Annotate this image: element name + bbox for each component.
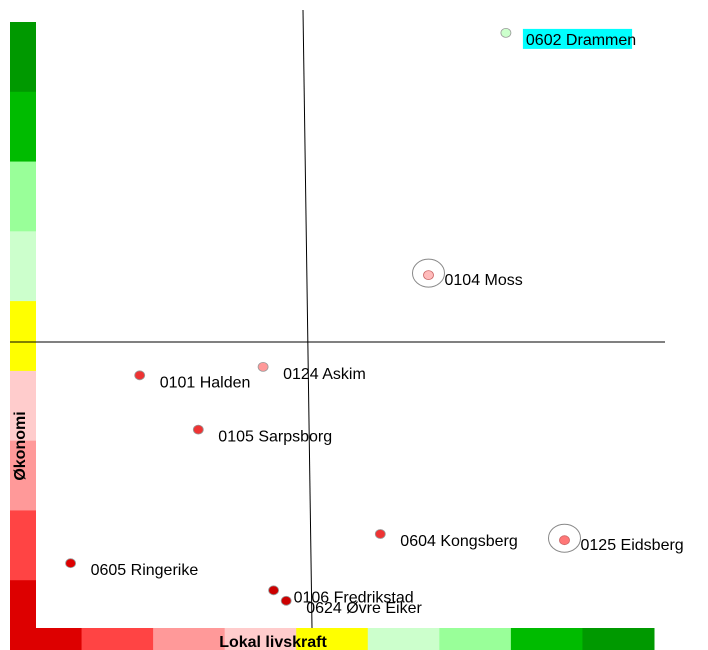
data-point: 0125 Eidsberg — [548, 523, 684, 554]
data-point: 0624 Øvre Eiker — [280, 595, 422, 617]
data-point: 0105 Sarpsborg — [192, 424, 332, 446]
x-scale-segment — [510, 628, 583, 650]
data-point: 0106 Fredrikstad — [268, 585, 414, 606]
point-label: 0101 Halden — [160, 374, 251, 391]
y-scale-segment — [10, 370, 36, 442]
x-axis-title: Lokal livskraft — [219, 634, 327, 650]
x-scale-segment — [439, 628, 512, 650]
x-scale-segment — [10, 628, 83, 650]
y-scale-segment — [10, 440, 36, 511]
point-marker — [192, 424, 204, 435]
point-ring — [548, 523, 581, 553]
vertical-axis-line — [302, 9, 313, 629]
point-label: 0104 Moss — [445, 272, 523, 289]
y-scale-segment — [10, 91, 36, 163]
y-scale-segment — [10, 231, 36, 302]
point-label: 0124 Askim — [283, 366, 366, 383]
y-axis-title: Økonomi — [12, 411, 29, 480]
point-marker — [559, 535, 570, 546]
point-marker — [65, 558, 76, 569]
x-scale-segment — [296, 628, 369, 650]
x-scale-segment — [81, 628, 154, 650]
data-point: 0124 Askim — [257, 361, 366, 383]
point-marker — [134, 370, 146, 381]
x-axis-color-scale — [10, 628, 655, 650]
y-scale-segment — [10, 301, 36, 372]
data-point: 0602 Drammen — [500, 28, 636, 49]
point-marker — [374, 529, 386, 539]
data-point: 0104 Moss — [412, 258, 523, 289]
point-label: 0605 Ringerike — [91, 562, 199, 579]
y-scale-segment — [10, 161, 36, 232]
y-scale-segment — [10, 510, 36, 581]
point-marker — [280, 595, 292, 606]
data-point: 0101 Halden — [134, 370, 251, 391]
point-label: 0604 Kongsberg — [400, 533, 517, 550]
point-marker — [500, 28, 512, 38]
point-marker — [257, 361, 269, 372]
point-label: 0624 Øvre Eiker — [306, 600, 422, 617]
data-point: 0605 Ringerike — [65, 558, 199, 579]
data-points: 0602 Drammen 0104 Moss 0124 Askim 0101 Hald… — [65, 28, 684, 617]
point-label: 0125 Eidsberg — [581, 537, 684, 554]
y-axis-color-scale — [10, 22, 36, 650]
y-scale-segment — [10, 22, 36, 93]
x-scale-segment — [367, 628, 440, 650]
point-label: 0105 Sarpsborg — [218, 429, 332, 446]
point-label: 0106 Fredrikstad — [294, 589, 414, 606]
x-scale-segment — [153, 628, 226, 650]
point-ring — [412, 258, 445, 288]
x-scale-segment — [582, 628, 655, 650]
point-label: 0602 Drammen — [526, 32, 636, 49]
x-scale-segment — [224, 628, 297, 650]
point-marker — [423, 270, 434, 281]
point-marker — [268, 585, 280, 596]
data-point: 0604 Kongsberg — [374, 529, 518, 550]
point-label-highlight — [522, 28, 633, 49]
